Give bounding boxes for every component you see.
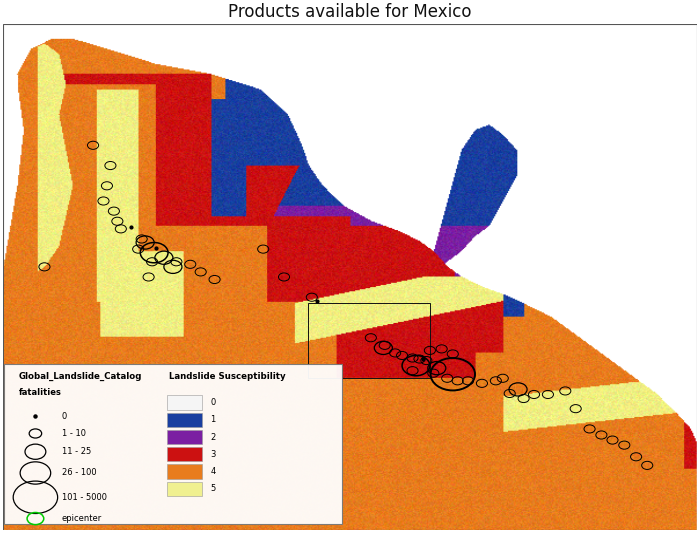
Text: fatalities: fatalities <box>19 388 62 397</box>
Text: 11 - 25: 11 - 25 <box>62 447 91 456</box>
FancyBboxPatch shape <box>167 430 202 444</box>
Title: Products available for Mexico: Products available for Mexico <box>228 3 472 21</box>
Text: 101 - 5000: 101 - 5000 <box>62 493 107 502</box>
Bar <box>308 303 430 378</box>
FancyBboxPatch shape <box>167 413 202 427</box>
Text: 26 - 100: 26 - 100 <box>62 469 97 478</box>
FancyBboxPatch shape <box>167 482 202 496</box>
FancyBboxPatch shape <box>167 447 202 462</box>
Text: 5: 5 <box>211 484 216 493</box>
Text: 1 - 10: 1 - 10 <box>62 429 86 438</box>
FancyBboxPatch shape <box>167 395 202 410</box>
Text: 0: 0 <box>211 398 216 407</box>
FancyBboxPatch shape <box>4 364 342 524</box>
Text: 0: 0 <box>62 412 67 421</box>
Text: epicenter: epicenter <box>62 514 102 523</box>
Text: 3: 3 <box>211 450 216 459</box>
FancyBboxPatch shape <box>167 464 202 479</box>
Text: 1: 1 <box>211 415 216 424</box>
Text: Global_Landslide_Catalog: Global_Landslide_Catalog <box>19 372 142 381</box>
Text: 2: 2 <box>211 432 216 441</box>
Text: 4: 4 <box>211 467 216 476</box>
Text: Landslide Susceptibility: Landslide Susceptibility <box>169 372 286 381</box>
